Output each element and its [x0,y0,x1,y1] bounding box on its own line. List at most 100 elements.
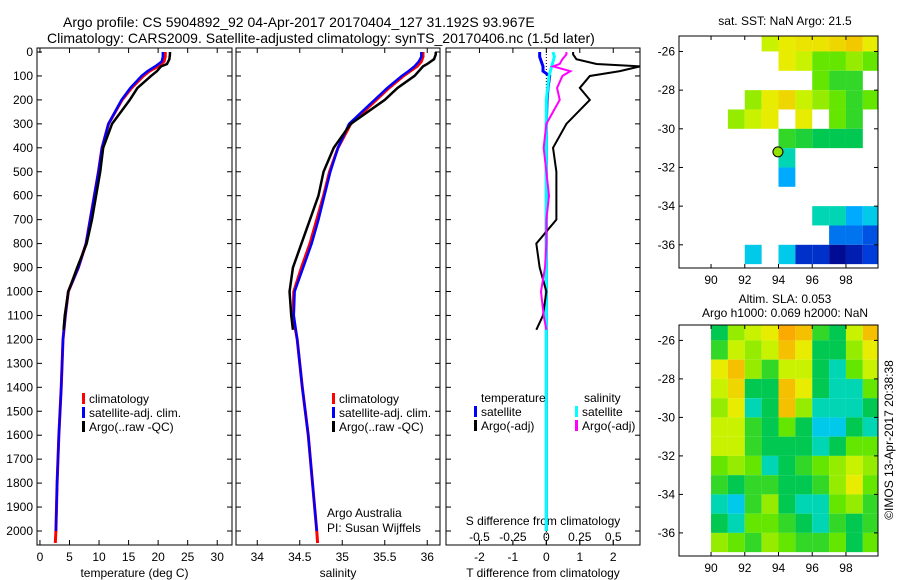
map-cell [761,436,779,456]
x-tick-label: 34.5 [288,550,312,564]
map-cell [727,455,745,476]
map-cell [829,225,846,245]
map-cell [778,436,796,456]
map-cell [761,417,779,437]
map-cell [845,455,863,476]
map-cell [744,455,762,476]
x-axis-label: temperature (deg C) [80,566,188,580]
map-cell [812,455,830,476]
map-cell [761,36,779,52]
x-tick-label: 35 [336,550,350,564]
map-cell [795,244,813,265]
map-cell [812,36,830,52]
map-cell [812,378,830,399]
y-tick-label: 1500 [6,404,33,418]
legend-swatch [575,420,578,431]
y-tick-label: 1200 [6,332,33,346]
x-tick-label: 5 [66,550,73,564]
map-cell [761,359,779,379]
map-cell [778,167,796,187]
legend-swatch [332,393,335,404]
map-cell [711,398,728,418]
map-cell [812,51,830,71]
map-cell [862,225,878,245]
map-cell [795,455,813,476]
x-tick-label: 36 [421,550,435,564]
x-tick-label: 30 [211,550,225,564]
annotation-pi: PI: Susan Wijffels [327,521,421,535]
legend-title-salinity: salinity [584,391,621,405]
series-s-satellite [544,51,556,531]
series-s-argo-adj- [539,52,573,331]
map-cell [862,340,878,360]
legend-swatch [82,393,85,404]
y-tick-label: 100 [13,69,33,83]
map-cell [778,378,796,399]
y-tick-label: -34 [658,487,676,501]
legend-label: climatology [339,392,399,406]
map-cell [711,532,728,553]
map-cell [727,513,745,533]
legend-swatch [474,420,477,431]
credit-text: ©IMOS 13-Apr-2017 20:38:38 [882,360,896,520]
map-cell [829,340,846,360]
map-cell [862,398,878,418]
y-tick-label: 0 [26,45,33,59]
annotation-institution: Argo Australia [327,506,402,520]
map-cell [727,475,745,495]
map-cell [829,90,846,110]
y-tick-label: -26 [658,44,676,58]
map-cell [795,325,813,341]
map-cell [812,494,830,514]
map-cell [845,206,863,226]
x-tick-label: 25 [181,550,195,564]
map-cell [778,532,796,553]
map-cell [862,436,878,456]
map-cell [761,455,779,476]
map-cell [744,532,762,553]
map-cell [812,513,830,533]
map-cell [761,109,779,129]
y-tick-label: 800 [13,237,33,251]
map-cell [845,417,863,437]
map-cell [829,513,846,533]
map-cell [727,340,745,360]
x-tick-label: 92 [738,561,752,575]
map-cell [845,532,863,553]
map-cell [761,532,779,553]
map-cell [727,378,745,399]
map-cell [795,436,813,456]
legend-label: Argo(-adj) [481,419,534,433]
map-title: sat. SST: NaN Argo: 21.5 [718,14,852,28]
map-cell [845,378,863,399]
salinity-axes-box [235,47,441,546]
legend-swatch [575,406,578,417]
map-cell [744,475,762,495]
map-cell [812,70,830,91]
map-cell [829,325,846,341]
x-tick-label: 1 [576,550,583,564]
y-tick-label: 900 [13,261,33,275]
y-tick-label: 1000 [6,285,33,299]
map-cell [744,417,762,437]
map-cell [744,378,762,399]
map-cell [845,513,863,533]
x-tick-label: 98 [839,273,853,287]
map-cell [744,513,762,533]
legend-label: climatology [89,392,149,406]
y-tick-label: 400 [13,141,33,155]
map-cell [795,417,813,437]
x-tick-label: 96 [806,273,820,287]
x-axis-label: T difference from climatology [466,566,620,580]
y-tick-label: -26 [658,333,676,347]
x-tick-label: 92 [738,273,752,287]
map-cell [845,36,863,52]
x-tick-label: 10 [92,550,106,564]
y-tick-label: 600 [13,189,33,203]
map-cell [711,417,728,437]
x-tick-label: 94 [772,561,786,575]
map-cell [829,436,846,456]
x2-axis-label: S difference from climatology [466,514,621,528]
argo-position-marker [772,146,784,158]
map-cell [829,475,846,495]
